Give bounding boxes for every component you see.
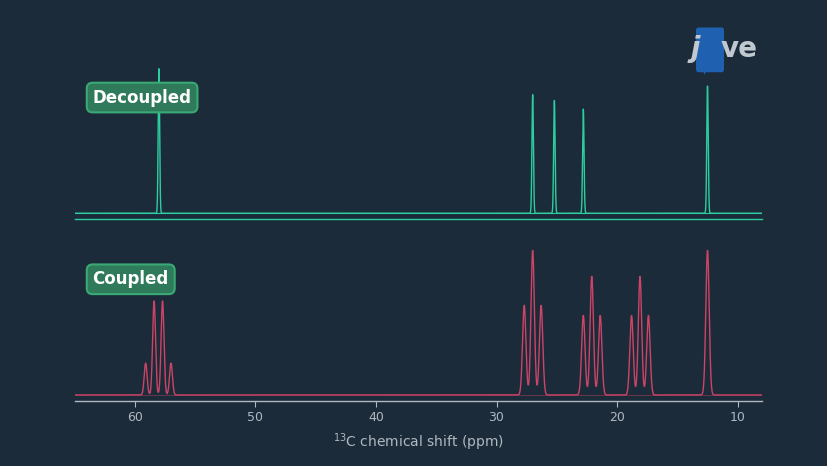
Text: j: j — [690, 35, 699, 63]
Text: Decoupled: Decoupled — [93, 89, 191, 107]
FancyBboxPatch shape — [695, 27, 724, 72]
Polygon shape — [702, 67, 708, 75]
X-axis label: $^{13}$C chemical shift (ppm): $^{13}$C chemical shift (ppm) — [332, 431, 503, 453]
Text: Coupled: Coupled — [93, 270, 169, 288]
Text: ve: ve — [719, 35, 757, 63]
